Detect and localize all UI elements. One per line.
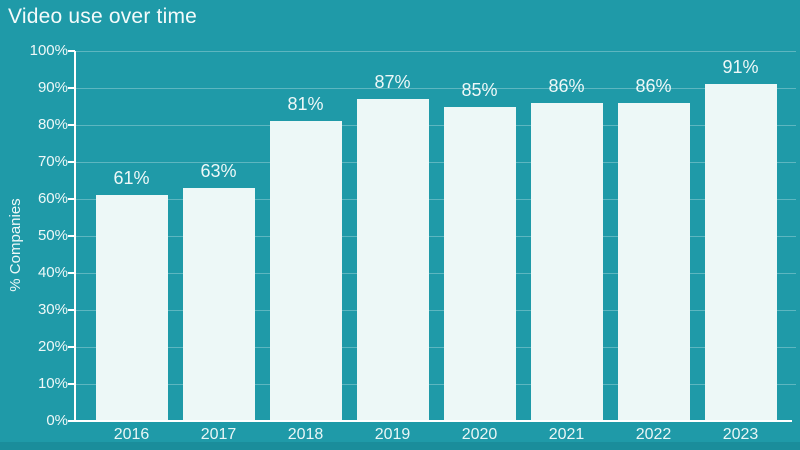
bar-2023 bbox=[704, 84, 777, 421]
x-axis-line bbox=[74, 420, 792, 422]
x-tick-label: 2022 bbox=[635, 426, 672, 443]
y-tick-label: 70% bbox=[37, 153, 68, 170]
bar-value-label: 86% bbox=[548, 75, 585, 96]
x-tick-label: 2023 bbox=[722, 426, 759, 443]
y-axis-tick bbox=[68, 124, 75, 126]
bar-2020 bbox=[443, 106, 516, 421]
y-axis-tick bbox=[68, 272, 75, 274]
bar-value-label: 61% bbox=[113, 168, 150, 189]
bar-2022 bbox=[617, 102, 690, 421]
x-tick-label: 2017 bbox=[200, 426, 237, 443]
bar-2019 bbox=[356, 99, 429, 421]
y-axis-tick bbox=[68, 346, 75, 348]
y-tick-label: 40% bbox=[37, 264, 68, 281]
x-tick-label: 2021 bbox=[548, 426, 585, 443]
gridline bbox=[76, 50, 796, 52]
y-tick-label: 60% bbox=[37, 190, 68, 207]
y-tick-label: 30% bbox=[37, 301, 68, 318]
gridline bbox=[76, 235, 796, 237]
x-tick-label: 2016 bbox=[113, 426, 150, 443]
y-axis-tick bbox=[68, 309, 75, 311]
x-tick-label: 2018 bbox=[287, 426, 324, 443]
y-axis-tick bbox=[68, 420, 75, 422]
bar-2021 bbox=[530, 102, 603, 421]
y-tick-label: 0% bbox=[46, 412, 68, 429]
x-tick-label: 2020 bbox=[461, 426, 498, 443]
gridline bbox=[76, 124, 796, 126]
bar-value-label: 87% bbox=[374, 72, 411, 93]
y-tick-label: 10% bbox=[37, 375, 68, 392]
bar-2016 bbox=[95, 195, 168, 421]
y-axis-tick bbox=[68, 198, 75, 200]
bar-2018 bbox=[269, 121, 342, 421]
gridline bbox=[76, 87, 796, 89]
y-axis-line bbox=[74, 51, 76, 422]
y-tick-label: 80% bbox=[37, 116, 68, 133]
y-tick-label: 90% bbox=[37, 79, 68, 96]
y-tick-label: 20% bbox=[37, 338, 68, 355]
gridline bbox=[76, 161, 796, 163]
bar-2017 bbox=[182, 187, 255, 421]
y-tick-label: 50% bbox=[37, 227, 68, 244]
bar-value-label: 85% bbox=[461, 79, 498, 100]
y-axis-tick bbox=[68, 87, 75, 89]
gridline bbox=[76, 198, 796, 200]
y-axis-tick bbox=[68, 161, 75, 163]
bar-value-label: 86% bbox=[635, 75, 672, 96]
bar-value-label: 91% bbox=[722, 57, 759, 78]
y-axis-tick bbox=[68, 50, 75, 52]
bar-value-label: 63% bbox=[200, 160, 237, 181]
y-axis-tick bbox=[68, 383, 75, 385]
bar-value-label: 81% bbox=[287, 94, 324, 115]
x-tick-label: 2019 bbox=[374, 426, 411, 443]
chart-title: Video use over time bbox=[8, 5, 198, 28]
gridline bbox=[76, 346, 796, 348]
y-axis-tick bbox=[68, 235, 75, 237]
bottom-edge-strip bbox=[0, 442, 800, 450]
gridline bbox=[76, 309, 796, 311]
gridline bbox=[76, 272, 796, 274]
gridline bbox=[76, 383, 796, 385]
y-tick-label: 100% bbox=[29, 42, 68, 59]
